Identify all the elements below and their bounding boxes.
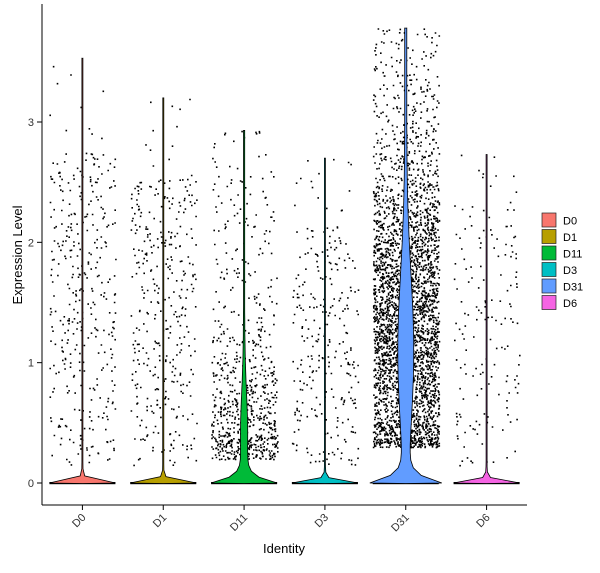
violin-shape-D1 bbox=[130, 97, 197, 484]
x-tick-label-D3: D3 bbox=[313, 512, 331, 530]
violin-D31 bbox=[369, 27, 442, 484]
violin-shape-D11 bbox=[210, 129, 278, 484]
legend-label-D6: D6 bbox=[563, 298, 577, 310]
jitter-points-layer bbox=[49, 28, 521, 485]
axes-layer: D0 D1 D11 D3 D31 D6 0 1 2 3 bbox=[28, 4, 527, 534]
y-axis-title: Expression Level bbox=[10, 205, 25, 304]
legend-item-D1: D1 bbox=[541, 229, 577, 244]
y-tick-label-3: 3 bbox=[28, 117, 34, 129]
legend-swatch-D31 bbox=[541, 278, 557, 294]
x-tick-label-D6: D6 bbox=[474, 512, 492, 530]
points-D31 bbox=[372, 28, 441, 449]
violin-D1 bbox=[130, 97, 197, 484]
legend: D0 D1 D11 D3 D31 D6 bbox=[541, 212, 583, 310]
violin-shape-D3 bbox=[291, 157, 358, 484]
x-tick-label-D1: D1 bbox=[151, 512, 169, 530]
x-axis-title: Identity bbox=[263, 541, 305, 556]
points-D1 bbox=[130, 98, 198, 467]
y-tick-label-1: 1 bbox=[28, 358, 34, 370]
legend-label-D11: D11 bbox=[563, 249, 582, 261]
legend-item-D31: D31 bbox=[541, 278, 583, 294]
legend-swatch-D6 bbox=[541, 295, 557, 310]
legend-swatch-D1 bbox=[541, 229, 557, 244]
points-D11 bbox=[211, 130, 279, 461]
y-tick-label-2: 2 bbox=[28, 237, 34, 249]
x-tick-label-D31: D31 bbox=[389, 512, 412, 535]
violin-shape-D31 bbox=[369, 27, 442, 484]
legend-item-D0: D0 bbox=[541, 212, 577, 228]
x-tick-label-D0: D0 bbox=[70, 512, 88, 530]
legend-swatch-D11 bbox=[541, 245, 557, 261]
legend-item-D6: D6 bbox=[541, 295, 577, 310]
legend-label-D31: D31 bbox=[563, 282, 583, 294]
violin-shape-D0 bbox=[49, 57, 116, 484]
violin-D3 bbox=[291, 157, 358, 484]
legend-swatch-D3 bbox=[541, 262, 557, 277]
violin-D6 bbox=[453, 154, 520, 484]
legend-label-D0: D0 bbox=[563, 216, 577, 228]
violin-D0 bbox=[49, 57, 116, 484]
violins-layer bbox=[49, 27, 520, 484]
legend-label-D1: D1 bbox=[563, 232, 577, 244]
y-tick-label-0: 0 bbox=[28, 478, 34, 490]
legend-swatch-D0 bbox=[541, 212, 557, 228]
x-tick-label-D11: D11 bbox=[228, 512, 250, 534]
legend-item-D3: D3 bbox=[541, 262, 577, 277]
legend-item-D11: D11 bbox=[541, 245, 582, 261]
violin-shape-D6 bbox=[453, 154, 520, 484]
violin-D11 bbox=[210, 129, 278, 484]
legend-label-D3: D3 bbox=[563, 265, 577, 277]
